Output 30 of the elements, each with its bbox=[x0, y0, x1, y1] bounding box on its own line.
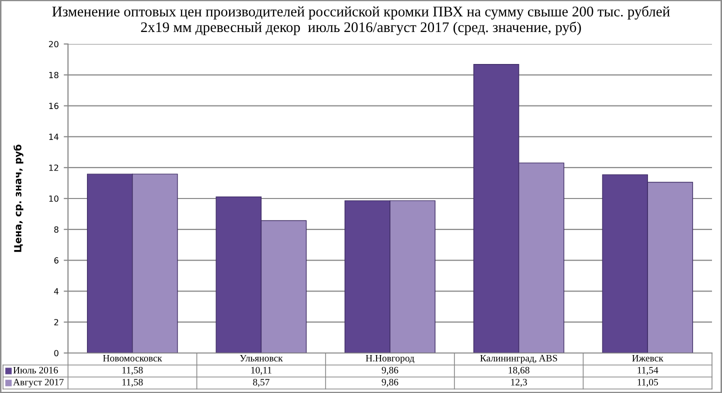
y-tick-label: 18 bbox=[49, 72, 58, 78]
y-tick-label: 16 bbox=[49, 102, 58, 110]
legend-label: Июль 2016 bbox=[13, 366, 58, 374]
x-tick-label: Н.Новгород bbox=[366, 354, 414, 364]
y-tick-label: 6 bbox=[54, 257, 58, 264]
y-tick-label: 8 bbox=[54, 226, 58, 233]
data-label: 8,57 bbox=[253, 378, 270, 387]
data-label: 11,05 bbox=[638, 378, 658, 387]
data-label: 11,58 bbox=[122, 366, 143, 375]
y-tick-label: 20 bbox=[48, 40, 58, 48]
data-label: 18,68 bbox=[508, 366, 530, 375]
x-tick-label: Новомосковск bbox=[103, 354, 162, 362]
y-axis-title: Цена, ср. знач, руб bbox=[14, 144, 24, 252]
y-tick-label: 12 bbox=[49, 164, 58, 171]
data-label: 11,54 bbox=[638, 366, 658, 375]
y-tick-label: 2 bbox=[54, 319, 58, 326]
x-tick-label: Ижевск bbox=[632, 354, 664, 362]
x-tick-label: Ульяновск bbox=[240, 354, 283, 362]
x-tick-label: Калининград, ABS bbox=[480, 354, 558, 364]
data-label: 10,11 bbox=[251, 366, 272, 375]
chart-title: Изменение оптовых цен производителей российской кромки ПВХ на сумму свыше 200 тыс. рублей 2х19 мм древесный декор июль 2016/август 2017 (сред. значение, руб) bbox=[52, 6, 670, 36]
data-label: 11,58 bbox=[122, 378, 143, 387]
y-tick-label: 4 bbox=[54, 288, 59, 294]
y-tick-label: 10 bbox=[49, 195, 58, 202]
legend-label: Август 2017 bbox=[13, 378, 64, 388]
data-label: 9,86 bbox=[382, 378, 398, 387]
data-label: 12,3 bbox=[511, 378, 527, 387]
y-tick-label: 14 bbox=[49, 134, 59, 140]
y-tick-label: 0 bbox=[54, 350, 58, 356]
data-label: 9,86 bbox=[382, 366, 398, 375]
